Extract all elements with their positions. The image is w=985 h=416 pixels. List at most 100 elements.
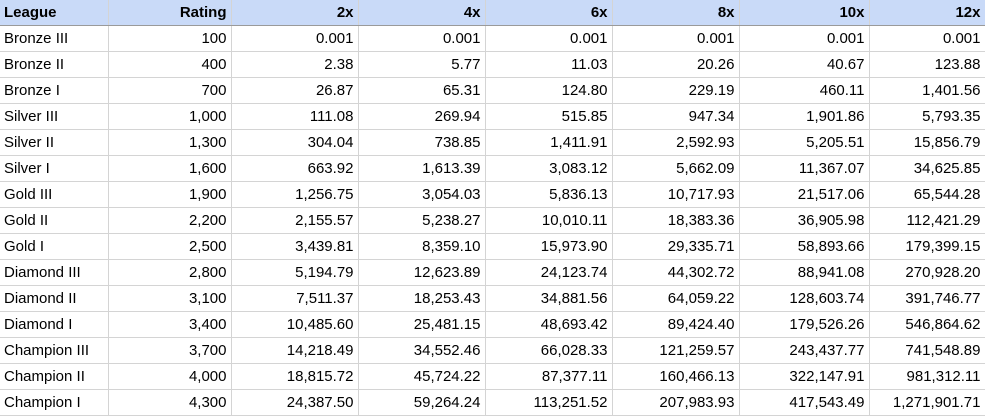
multiplier-2x-cell[interactable]: 14,218.49 (231, 337, 359, 364)
league-cell[interactable]: Diamond I (0, 311, 109, 338)
multiplier-12x-cell[interactable]: 65,544.28 (869, 181, 985, 208)
rating-cell[interactable]: 2,500 (108, 233, 232, 260)
league-cell[interactable]: Diamond II (0, 285, 109, 312)
multiplier-6x-cell[interactable]: 1,411.91 (485, 129, 613, 156)
multiplier-2x-cell[interactable]: 663.92 (231, 155, 359, 182)
multiplier-2x-cell[interactable]: 7,511.37 (231, 285, 359, 312)
rating-cell[interactable]: 3,100 (108, 285, 232, 312)
league-cell[interactable]: Bronze II (0, 51, 109, 78)
multiplier-12x-cell[interactable]: 15,856.79 (869, 129, 985, 156)
multiplier-6x-cell[interactable]: 10,010.11 (485, 207, 613, 234)
multiplier-10x-cell[interactable]: 460.11 (739, 77, 870, 104)
column-header-8x[interactable]: 8x (612, 0, 740, 26)
multiplier-8x-cell[interactable]: 160,466.13 (612, 363, 740, 390)
multiplier-6x-cell[interactable]: 87,377.11 (485, 363, 613, 390)
multiplier-6x-cell[interactable]: 24,123.74 (485, 259, 613, 286)
multiplier-10x-cell[interactable]: 40.67 (739, 51, 870, 78)
multiplier-12x-cell[interactable]: 1,401.56 (869, 77, 985, 104)
multiplier-12x-cell[interactable]: 741,548.89 (869, 337, 985, 364)
multiplier-4x-cell[interactable]: 738.85 (358, 129, 486, 156)
rating-cell[interactable]: 3,400 (108, 311, 232, 338)
multiplier-12x-cell[interactable]: 270,928.20 (869, 259, 985, 286)
multiplier-8x-cell[interactable]: 10,717.93 (612, 181, 740, 208)
rating-cell[interactable]: 1,900 (108, 181, 232, 208)
multiplier-10x-cell[interactable]: 1,901.86 (739, 103, 870, 130)
league-cell[interactable]: Bronze III (0, 25, 109, 52)
multiplier-2x-cell[interactable]: 0.001 (231, 25, 359, 52)
multiplier-2x-cell[interactable]: 18,815.72 (231, 363, 359, 390)
multiplier-10x-cell[interactable]: 21,517.06 (739, 181, 870, 208)
multiplier-4x-cell[interactable]: 34,552.46 (358, 337, 486, 364)
multiplier-2x-cell[interactable]: 2.38 (231, 51, 359, 78)
multiplier-2x-cell[interactable]: 1,256.75 (231, 181, 359, 208)
multiplier-8x-cell[interactable]: 5,662.09 (612, 155, 740, 182)
multiplier-4x-cell[interactable]: 65.31 (358, 77, 486, 104)
multiplier-8x-cell[interactable]: 0.001 (612, 25, 740, 52)
multiplier-8x-cell[interactable]: 29,335.71 (612, 233, 740, 260)
league-cell[interactable]: Gold III (0, 181, 109, 208)
column-header-12x[interactable]: 12x (869, 0, 985, 26)
league-cell[interactable]: Champion III (0, 337, 109, 364)
multiplier-6x-cell[interactable]: 48,693.42 (485, 311, 613, 338)
rating-cell[interactable]: 1,000 (108, 103, 232, 130)
multiplier-12x-cell[interactable]: 546,864.62 (869, 311, 985, 338)
multiplier-2x-cell[interactable]: 304.04 (231, 129, 359, 156)
column-header-2x[interactable]: 2x (231, 0, 359, 26)
multiplier-10x-cell[interactable]: 243,437.77 (739, 337, 870, 364)
multiplier-4x-cell[interactable]: 3,054.03 (358, 181, 486, 208)
multiplier-10x-cell[interactable]: 36,905.98 (739, 207, 870, 234)
rating-cell[interactable]: 2,800 (108, 259, 232, 286)
league-cell[interactable]: Silver I (0, 155, 109, 182)
column-header-6x[interactable]: 6x (485, 0, 613, 26)
multiplier-10x-cell[interactable]: 11,367.07 (739, 155, 870, 182)
multiplier-6x-cell[interactable]: 515.85 (485, 103, 613, 130)
multiplier-2x-cell[interactable]: 26.87 (231, 77, 359, 104)
multiplier-8x-cell[interactable]: 64,059.22 (612, 285, 740, 312)
multiplier-10x-cell[interactable]: 128,603.74 (739, 285, 870, 312)
multiplier-10x-cell[interactable]: 322,147.91 (739, 363, 870, 390)
multiplier-6x-cell[interactable]: 34,881.56 (485, 285, 613, 312)
multiplier-4x-cell[interactable]: 5,238.27 (358, 207, 486, 234)
multiplier-4x-cell[interactable]: 5.77 (358, 51, 486, 78)
multiplier-8x-cell[interactable]: 44,302.72 (612, 259, 740, 286)
multiplier-6x-cell[interactable]: 11.03 (485, 51, 613, 78)
multiplier-12x-cell[interactable]: 34,625.85 (869, 155, 985, 182)
rating-cell[interactable]: 100 (108, 25, 232, 52)
multiplier-12x-cell[interactable]: 981,312.11 (869, 363, 985, 390)
multiplier-4x-cell[interactable]: 1,613.39 (358, 155, 486, 182)
rating-cell[interactable]: 400 (108, 51, 232, 78)
multiplier-2x-cell[interactable]: 111.08 (231, 103, 359, 130)
rating-cell[interactable]: 1,300 (108, 129, 232, 156)
multiplier-8x-cell[interactable]: 18,383.36 (612, 207, 740, 234)
league-cell[interactable]: Silver III (0, 103, 109, 130)
multiplier-2x-cell[interactable]: 10,485.60 (231, 311, 359, 338)
multiplier-8x-cell[interactable]: 121,259.57 (612, 337, 740, 364)
multiplier-6x-cell[interactable]: 0.001 (485, 25, 613, 52)
multiplier-8x-cell[interactable]: 89,424.40 (612, 311, 740, 338)
multiplier-12x-cell[interactable]: 179,399.15 (869, 233, 985, 260)
multiplier-8x-cell[interactable]: 2,592.93 (612, 129, 740, 156)
multiplier-4x-cell[interactable]: 0.001 (358, 25, 486, 52)
league-cell[interactable]: Silver II (0, 129, 109, 156)
multiplier-2x-cell[interactable]: 3,439.81 (231, 233, 359, 260)
rating-cell[interactable]: 4,000 (108, 363, 232, 390)
multiplier-6x-cell[interactable]: 66,028.33 (485, 337, 613, 364)
league-cell[interactable]: Champion II (0, 363, 109, 390)
rating-cell[interactable]: 3,700 (108, 337, 232, 364)
multiplier-10x-cell[interactable]: 58,893.66 (739, 233, 870, 260)
multiplier-2x-cell[interactable]: 5,194.79 (231, 259, 359, 286)
league-cell[interactable]: Gold I (0, 233, 109, 260)
multiplier-12x-cell[interactable]: 123.88 (869, 51, 985, 78)
rating-cell[interactable]: 1,600 (108, 155, 232, 182)
multiplier-12x-cell[interactable]: 0.001 (869, 25, 985, 52)
column-header-10x[interactable]: 10x (739, 0, 870, 26)
multiplier-6x-cell[interactable]: 124.80 (485, 77, 613, 104)
multiplier-10x-cell[interactable]: 0.001 (739, 25, 870, 52)
multiplier-8x-cell[interactable]: 947.34 (612, 103, 740, 130)
column-header-4x[interactable]: 4x (358, 0, 486, 26)
multiplier-4x-cell[interactable]: 269.94 (358, 103, 486, 130)
league-cell[interactable]: Gold II (0, 207, 109, 234)
multiplier-2x-cell[interactable]: 2,155.57 (231, 207, 359, 234)
multiplier-6x-cell[interactable]: 5,836.13 (485, 181, 613, 208)
column-header-rating[interactable]: Rating (108, 0, 232, 26)
